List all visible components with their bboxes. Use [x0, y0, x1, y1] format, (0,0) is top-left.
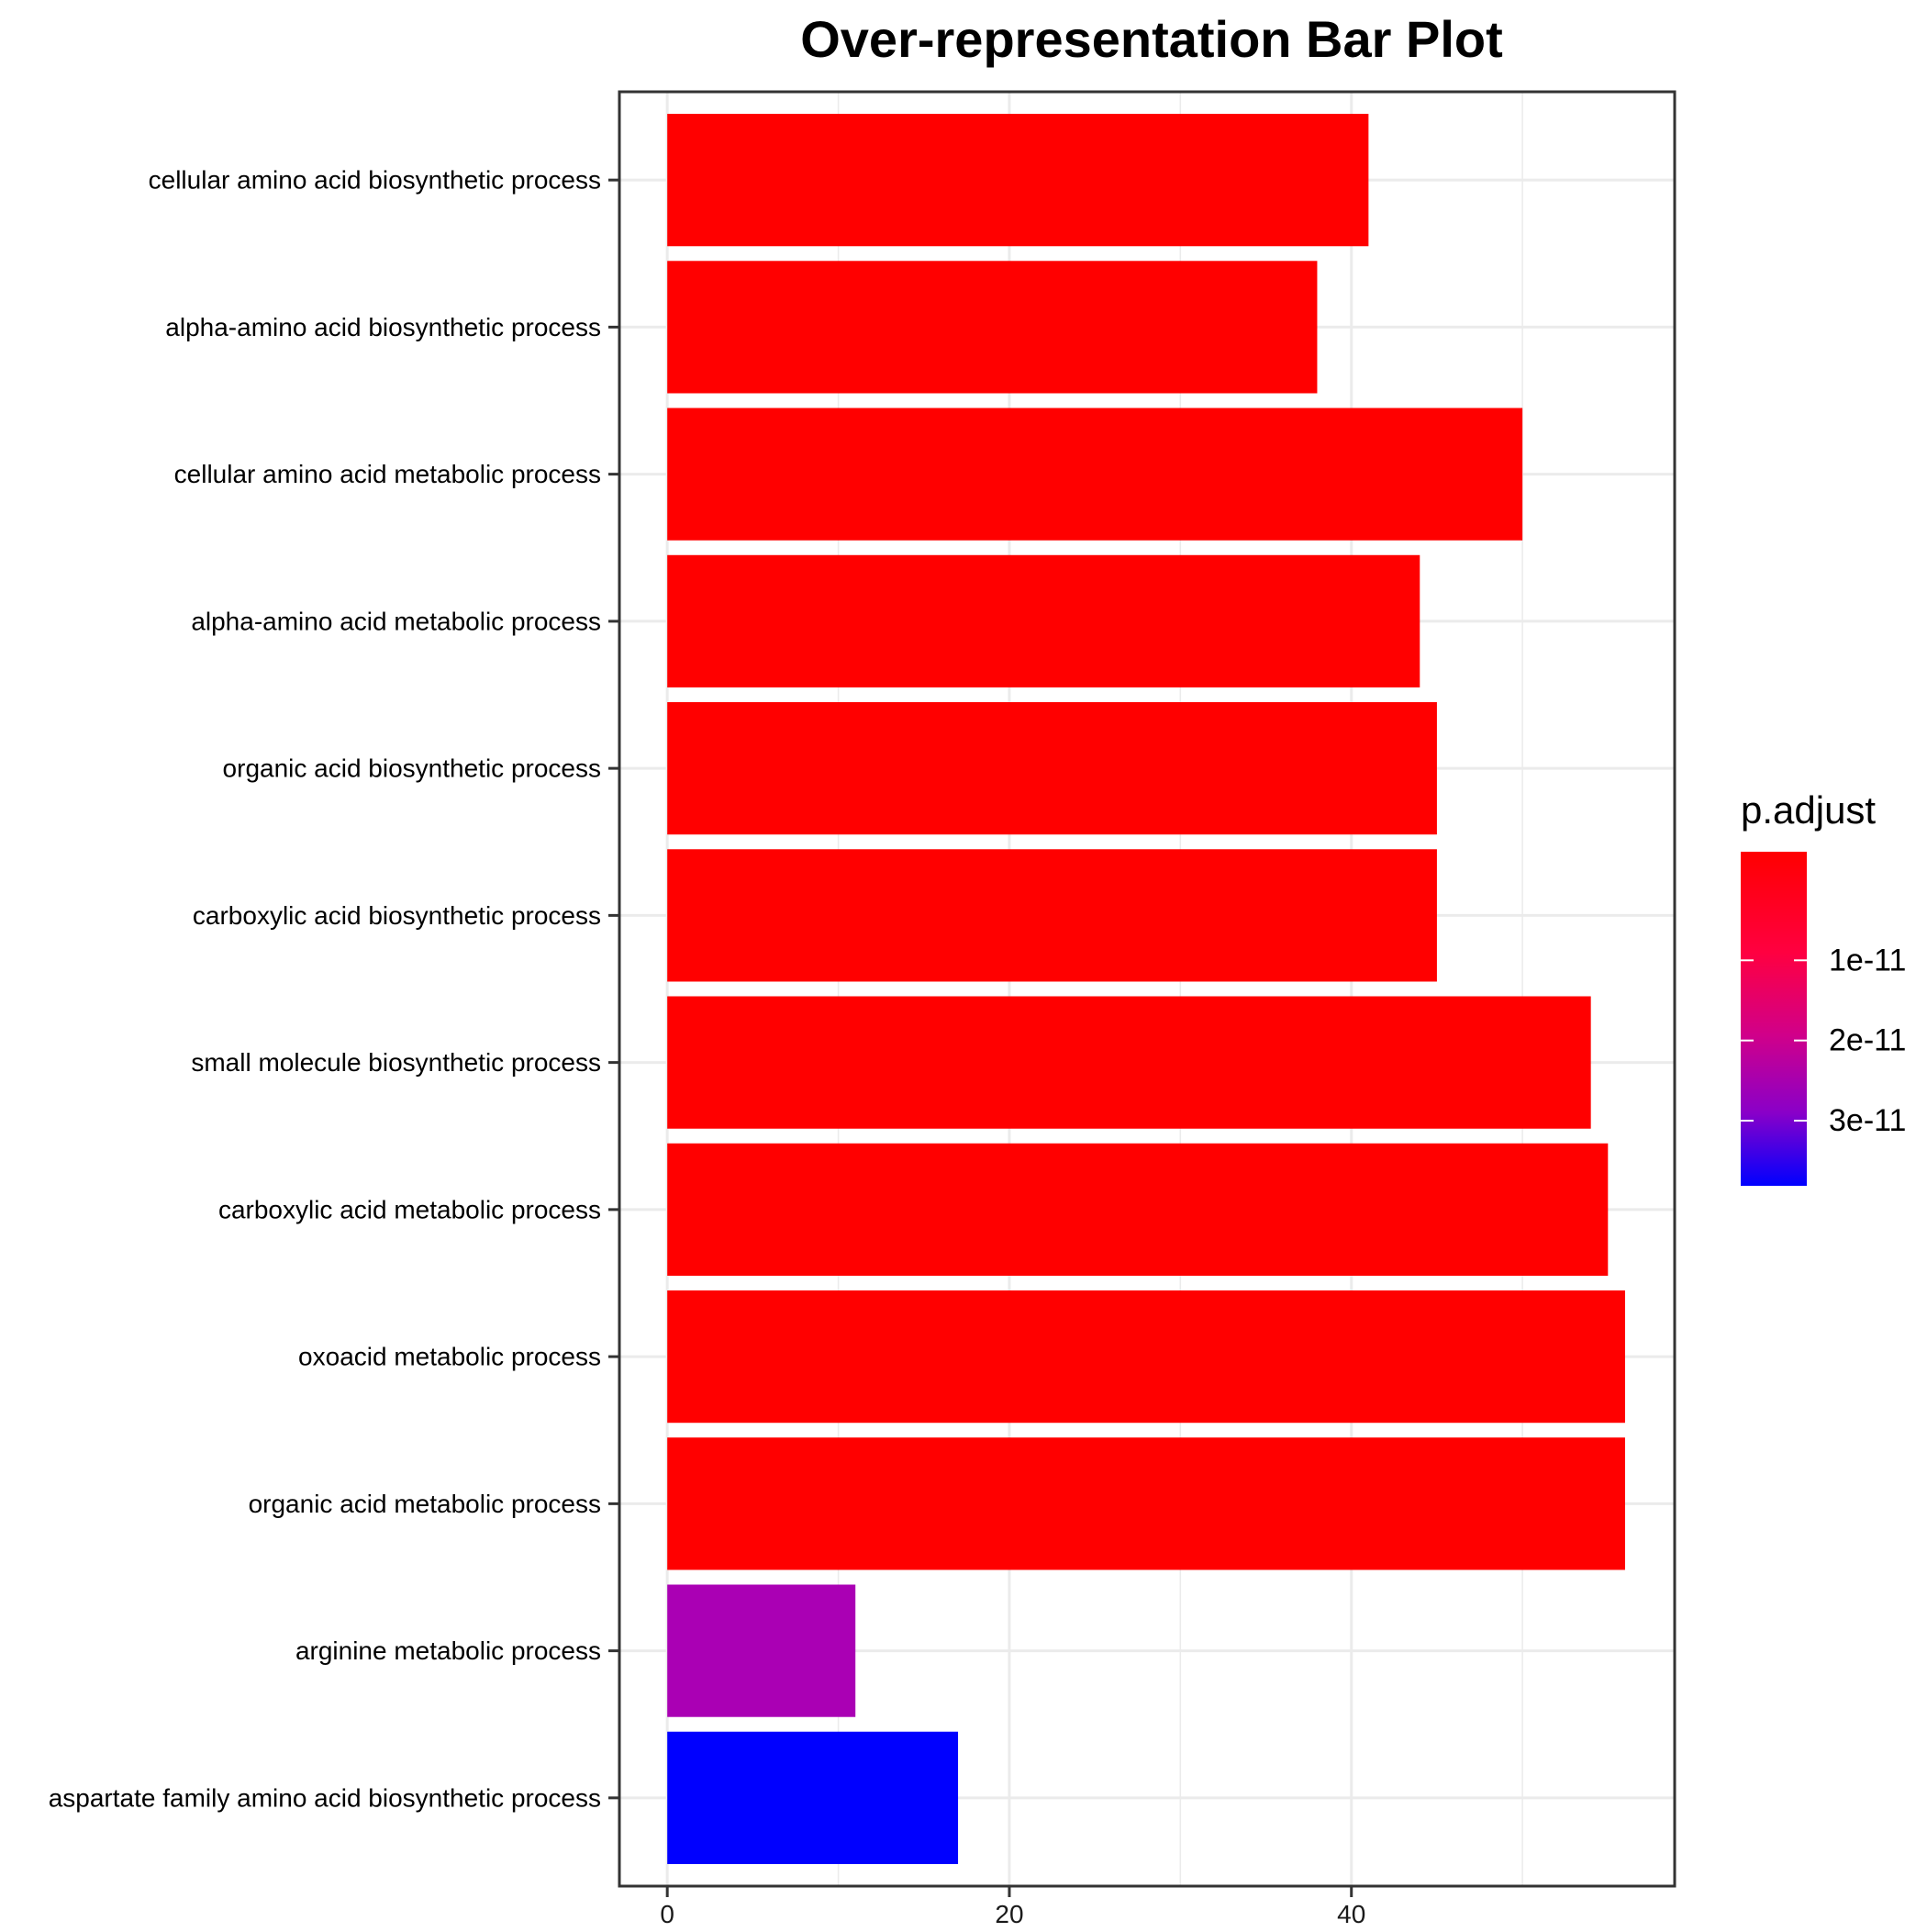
bar-1 [667, 114, 1369, 247]
legend-tick-label-2: 2e-11 [1829, 1023, 1906, 1058]
legend-tick-label-3: 3e-11 [1829, 1103, 1906, 1138]
legend-ticks: 1e-11 2e-11 3e-11 [1741, 943, 1906, 1138]
x-tick-label-40: 40 [1337, 1900, 1365, 1927]
bar-9 [667, 1290, 1625, 1424]
category-label-9: oxoacid metabolic process [298, 1343, 601, 1371]
plot-border [618, 90, 1676, 1888]
category-label-6: carboxylic acid biosynthetic process [193, 901, 601, 930]
category-label-2: alpha-amino acid biosynthetic process [165, 313, 601, 341]
legend-colorbar [1741, 852, 1807, 1186]
category-label-1: cellular amino acid biosynthetic process [149, 166, 601, 195]
legend-tick-label-1: 1e-11 [1829, 943, 1906, 977]
legend: p.adjust 1e-11 2e-11 3e-11 [1741, 788, 1906, 1186]
x-tick-label-0: 0 [660, 1900, 674, 1927]
category-label-4: alpha-amino acid metabolic process [191, 607, 601, 635]
category-labels: cellular amino acid biosynthetic process… [49, 166, 619, 1812]
category-label-10: organic acid metabolic process [249, 1490, 601, 1518]
bar-10 [667, 1437, 1625, 1570]
bars [667, 114, 1625, 1864]
bar-4 [667, 554, 1420, 687]
bar-11 [667, 1584, 856, 1717]
bar-3 [667, 408, 1523, 541]
category-label-12: aspartate family amino acid biosynthetic… [49, 1783, 601, 1812]
bar-12 [667, 1731, 959, 1864]
category-label-3: cellular amino acid metabolic process [174, 460, 601, 488]
category-label-5: organic acid biosynthetic process [223, 754, 601, 783]
category-label-11: arginine metabolic process [295, 1636, 601, 1665]
chart-title: Over-representation Bar Plot [800, 10, 1503, 68]
category-label-8: carboxylic acid metabolic process [218, 1195, 601, 1223]
bar-5 [667, 702, 1437, 835]
x-axis-ticks: 0 20 40 [660, 1886, 1365, 1928]
bar-6 [667, 849, 1437, 982]
bar-7 [667, 996, 1591, 1129]
bar-2 [667, 261, 1318, 394]
category-label-7: small molecule biosynthetic process [191, 1048, 601, 1077]
bar-8 [667, 1143, 1609, 1276]
legend-title: p.adjust [1741, 788, 1876, 832]
x-tick-label-20: 20 [995, 1900, 1023, 1927]
